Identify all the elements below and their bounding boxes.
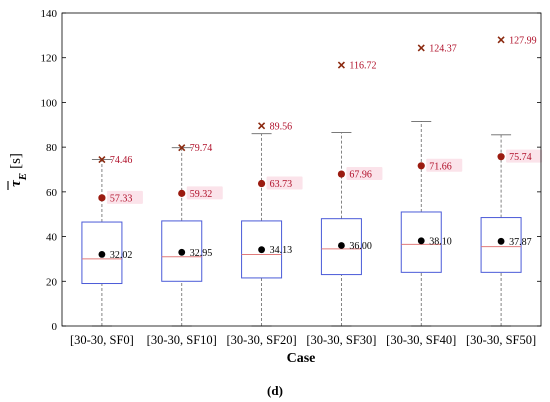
y-tick-label: 0 <box>52 321 58 333</box>
highlight-label-bg <box>346 167 383 181</box>
y-axis-title-sub: E <box>17 173 29 181</box>
highlight-value-label: 63.73 <box>270 179 293 190</box>
mean-point <box>98 251 106 258</box>
box <box>241 220 283 279</box>
highlight-point <box>98 194 106 202</box>
mean-point <box>417 237 425 245</box>
x-category-label: [30-30, SF10] <box>147 333 217 347</box>
x-category-label: [30-30, SF30] <box>306 333 376 347</box>
mean-point <box>338 242 345 249</box>
box <box>400 211 442 273</box>
y-tick-label: 20 <box>46 276 58 288</box>
y-tick-label: 120 <box>41 53 58 65</box>
y-axis-title-unit: [s] <box>8 153 24 169</box>
highlight-point <box>337 170 346 178</box>
y-tick-label: 40 <box>46 232 58 244</box>
x-category-label: [30-30, SF40] <box>386 333 456 347</box>
x-axis-category-labels: [30-30, SF0] [30-30, SF10] [30-30, SF20] [3… <box>70 333 536 347</box>
mean-point <box>258 246 265 254</box>
mean-value-label: 36.00 <box>349 241 372 252</box>
y-tick-label: 100 <box>41 97 58 109</box>
y-tick-label: 80 <box>46 142 58 154</box>
highlight-value-label: 59.32 <box>190 189 213 200</box>
box <box>320 218 362 276</box>
mean-point <box>497 237 505 245</box>
x-axis-title: Case <box>287 351 316 366</box>
highlight-point <box>178 189 186 197</box>
y-axis-title-symbol: τE [s] <box>8 153 29 187</box>
mean-value-label: 32.02 <box>110 250 132 261</box>
mean-value-label: 38.10 <box>429 236 452 247</box>
mean-value-label: 32.95 <box>190 248 213 259</box>
highlight-point <box>417 162 425 170</box>
max-marker <box>497 36 505 44</box>
max-marker <box>258 122 266 130</box>
x-category-label: [30-30, SF50] <box>466 333 536 347</box>
box <box>480 217 522 273</box>
mean-value-label: 34.13 <box>270 245 293 256</box>
max-marker <box>337 61 345 69</box>
panel-label: (d) <box>267 383 283 398</box>
max-value-label: 127.99 <box>509 35 537 46</box>
x-category-label: [30-30, SF20] <box>227 333 297 347</box>
max-value-label: 74.46 <box>110 155 132 166</box>
y-tick-label: 60 <box>46 187 58 199</box>
max-value-label: 79.74 <box>190 143 213 154</box>
max-value-label: 89.56 <box>270 121 293 132</box>
max-marker <box>178 144 186 152</box>
mean-point <box>178 248 186 256</box>
highlight-value-label: 57.33 <box>110 193 132 204</box>
highlight-label-bg <box>266 176 303 190</box>
plot-frame <box>61 12 542 327</box>
highlight-label-bg <box>506 149 543 163</box>
max-marker <box>98 155 106 164</box>
mean-value-label: 37.87 <box>509 237 532 248</box>
plot-marks: 74.46 57.33 32.02 79.74 59.32 32.95 89.56 63.73… <box>81 35 543 327</box>
highlight-value-label: 67.96 <box>349 170 372 181</box>
highlight-point <box>497 153 505 161</box>
highlight-value-label: 71.66 <box>429 161 452 172</box>
max-value-label: 116.72 <box>349 61 376 72</box>
max-marker <box>417 44 425 52</box>
y-axis-title: τE [s] <box>7 153 29 190</box>
highlight-label-bg <box>426 158 463 172</box>
y-tick-label: 140 <box>41 8 58 20</box>
highlight-value-label: 75.74 <box>509 152 532 163</box>
highlight-label-bg <box>186 186 223 200</box>
highlight-point <box>257 179 266 188</box>
x-category-label: [30-30, SF0] <box>70 333 134 347</box>
max-value-label: 124.37 <box>429 43 457 54</box>
highlight-label-bg <box>106 190 143 204</box>
box <box>81 221 123 285</box>
y-axis-title-main: τ <box>8 179 24 187</box>
box <box>161 220 203 282</box>
